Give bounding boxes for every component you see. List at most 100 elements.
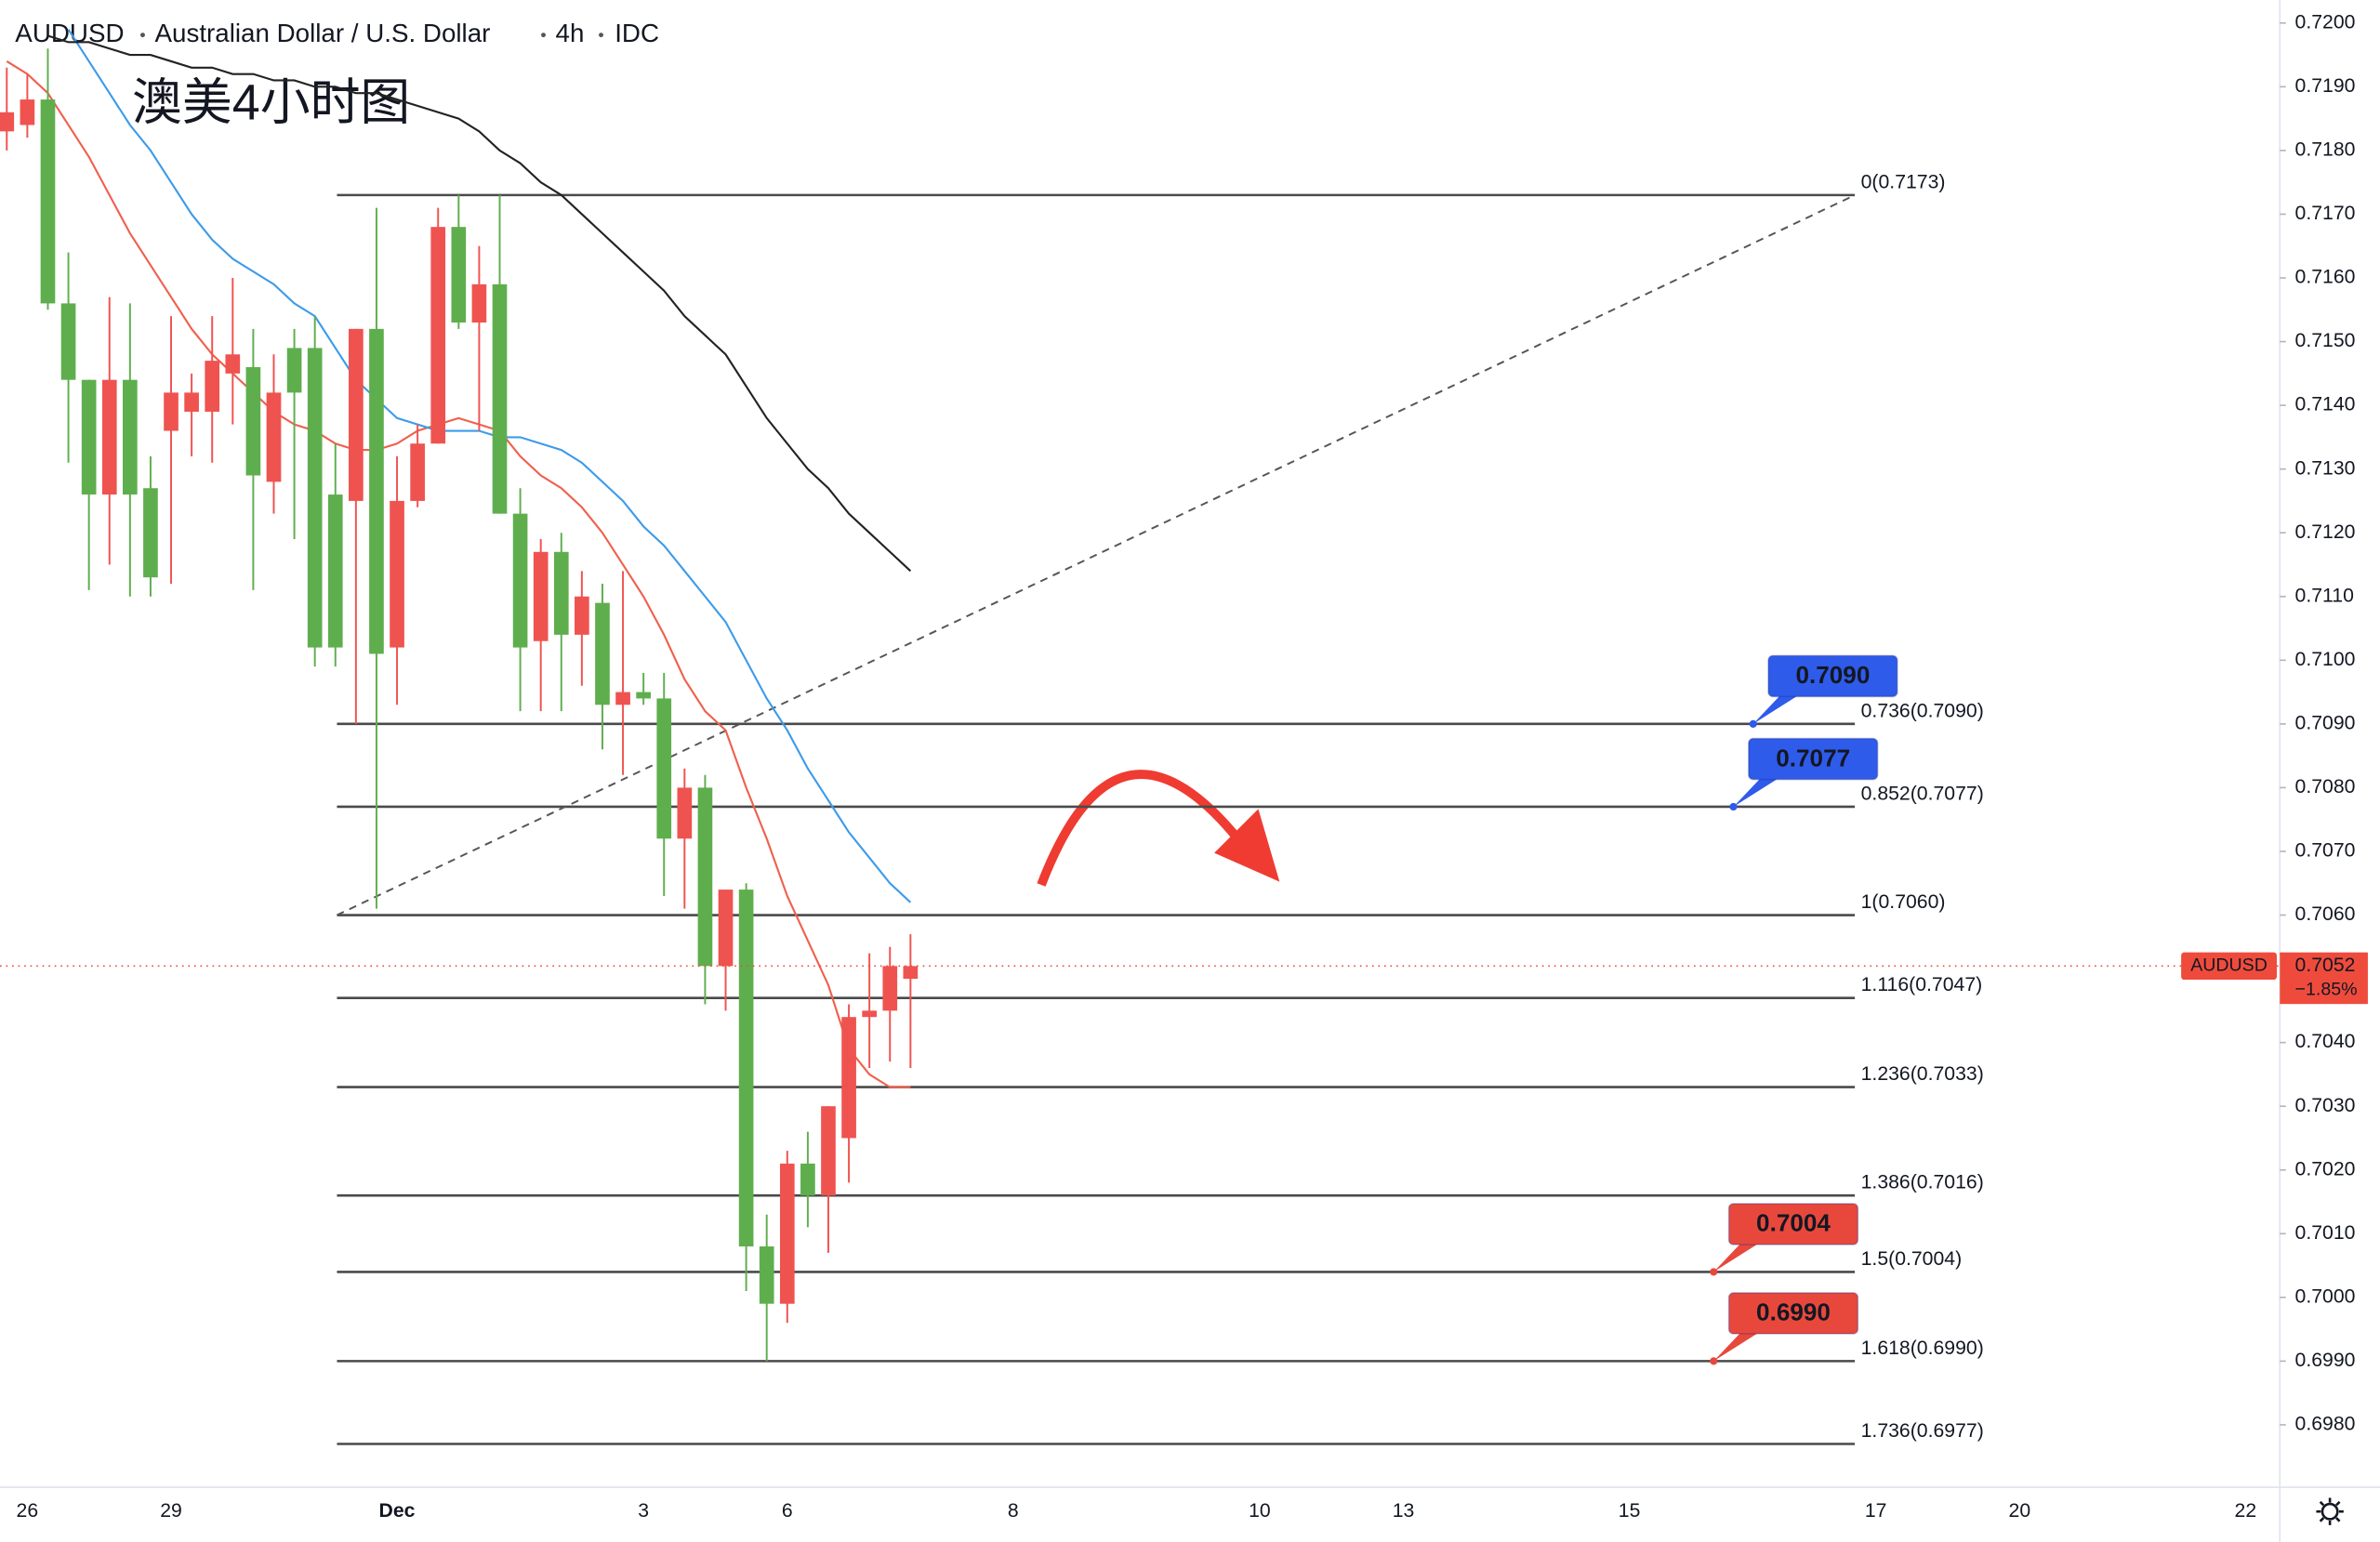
candle <box>101 297 117 565</box>
price-callout: 0.7004 <box>1710 1203 1859 1276</box>
candle-body <box>595 602 610 705</box>
callout-box <box>1748 737 1879 781</box>
callout-anchor <box>1729 802 1738 811</box>
fib-label: 1.5(0.7004) <box>1861 1248 1963 1270</box>
fib-label: 0(0.7173) <box>1861 171 1946 192</box>
candle <box>369 207 384 909</box>
candle <box>615 571 630 775</box>
callout-label: 0.7004 <box>1756 1209 1831 1237</box>
settings-icon[interactable] <box>2316 1497 2344 1525</box>
candle-body <box>81 379 97 495</box>
candle <box>205 316 220 463</box>
candle-body <box>20 99 35 125</box>
y-tick-label: 0.7010 <box>2295 1222 2356 1244</box>
y-tick-label: 0.7130 <box>2295 457 2356 479</box>
candle-body <box>123 379 138 495</box>
candle-body <box>245 366 261 476</box>
y-tick-label: 0.7030 <box>2295 1095 2356 1116</box>
fib-label: 1.736(0.6977) <box>1861 1420 1984 1442</box>
candle-body <box>184 392 199 412</box>
y-tick-label: 0.6990 <box>2295 1350 2356 1371</box>
candle <box>759 1214 774 1362</box>
candle-body <box>390 500 404 648</box>
candle-body <box>369 328 384 654</box>
candle-body <box>718 890 734 967</box>
candle <box>677 768 693 909</box>
candle-body <box>471 283 487 323</box>
candle <box>533 539 549 712</box>
candle <box>882 946 898 1062</box>
candle <box>225 277 241 425</box>
x-tick-label: 13 <box>1393 1500 1415 1522</box>
symbol-tag-label: AUDUSD <box>2190 956 2268 976</box>
candle-body <box>759 1245 774 1304</box>
candle <box>164 316 178 585</box>
candle-body <box>862 1010 878 1018</box>
callout-box <box>1727 1203 1859 1245</box>
y-tick-label: 0.7200 <box>2295 11 2356 33</box>
source: IDC <box>615 19 659 47</box>
x-tick-label: 26 <box>17 1500 39 1522</box>
candle <box>245 328 261 590</box>
separator <box>541 33 546 38</box>
candle-body <box>656 698 672 839</box>
x-tick-label: Dec <box>379 1500 416 1522</box>
annotation: 澳美4小时图 <box>132 75 410 131</box>
x-tick-label: 10 <box>1249 1500 1271 1522</box>
callout-box <box>1767 654 1898 698</box>
y-tick-label: 0.7100 <box>2295 649 2356 670</box>
gear-teeth[interactable] <box>2316 1497 2344 1525</box>
candle <box>410 424 425 507</box>
candle-body <box>779 1163 795 1304</box>
instrument-name: Australian Dollar / U.S. Dollar <box>155 19 491 47</box>
candle <box>636 673 651 705</box>
y-tick-label: 0.7090 <box>2295 712 2356 733</box>
candle-body <box>821 1106 836 1196</box>
y-tick-label: 0.6980 <box>2295 1414 2356 1435</box>
candle-body <box>349 328 364 501</box>
symbol-tag <box>2181 952 2277 981</box>
x-tick-label: 15 <box>1619 1500 1641 1522</box>
callout-pointer <box>1713 1243 1760 1272</box>
candle-body <box>307 348 323 648</box>
candle <box>60 252 76 463</box>
y-tick-label: 0.7020 <box>2295 1158 2356 1180</box>
callout-anchor <box>1710 1268 1718 1276</box>
callout-label: 0.6990 <box>1756 1298 1831 1326</box>
price-callout: 0.6990 <box>1710 1292 1859 1365</box>
callout-box <box>1727 1292 1859 1335</box>
candle <box>738 883 754 1291</box>
gear[interactable] <box>2320 1502 2339 1521</box>
candle <box>656 673 672 896</box>
candle <box>184 373 199 456</box>
candle-body <box>882 966 898 1011</box>
y-tick-label: 0.7190 <box>2295 75 2356 97</box>
fib-label: 1(0.7060) <box>1861 891 1946 913</box>
x-tick-label: 8 <box>1008 1500 1019 1522</box>
interval: 4h <box>556 19 585 47</box>
candle <box>779 1151 795 1324</box>
candle <box>512 488 528 712</box>
y-tick-label: 0.7120 <box>2295 521 2356 543</box>
fib-label: 0.852(0.7077) <box>1861 784 1984 805</box>
candle <box>327 443 343 667</box>
moving-average <box>67 29 912 903</box>
callout-label: 0.7090 <box>1795 661 1870 689</box>
y-tick-label: 0.7060 <box>2295 903 2356 925</box>
candle-body <box>164 392 178 431</box>
curved-arrow <box>1037 770 1280 887</box>
fib-label: 1.236(0.7033) <box>1861 1063 1984 1085</box>
candle-body <box>575 596 589 635</box>
callout-pointer <box>1733 777 1779 807</box>
candle <box>471 245 487 431</box>
candle-body <box>697 787 713 967</box>
x-tick-label: 29 <box>160 1500 182 1522</box>
x-tick-label: 20 <box>2009 1500 2031 1522</box>
fib-label: 1.618(0.6990) <box>1861 1338 1984 1359</box>
y-tick-label: 0.7160 <box>2295 267 2356 288</box>
y-tick-label: 0.7170 <box>2295 203 2356 224</box>
candle <box>575 571 589 686</box>
candle <box>800 1131 815 1228</box>
candle-body <box>533 551 549 641</box>
